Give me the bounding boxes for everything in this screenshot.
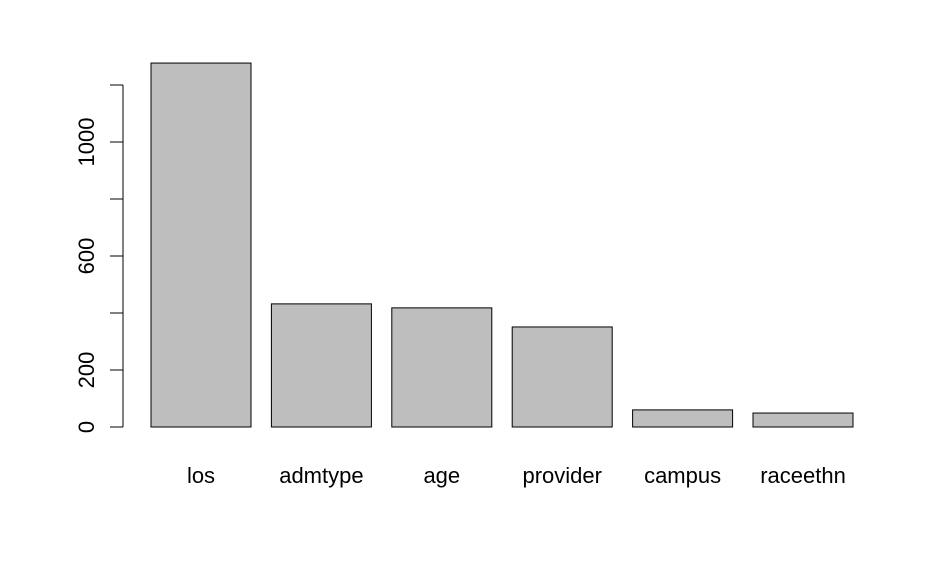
y-tick-label: 600 <box>74 238 99 275</box>
bar <box>632 409 734 428</box>
x-tick-label: raceethn <box>760 463 846 488</box>
y-tick-label: 1000 <box>74 118 99 167</box>
y-tick-label: 200 <box>74 352 99 389</box>
bar <box>511 326 613 428</box>
x-tick-label: age <box>423 463 460 488</box>
bar <box>391 307 493 428</box>
bar <box>150 62 252 428</box>
y-tick-label: 0 <box>74 421 99 433</box>
x-tick-label: provider <box>522 463 601 488</box>
bar <box>752 412 854 428</box>
x-tick-label: admtype <box>279 463 363 488</box>
x-tick-label: los <box>187 463 215 488</box>
bar <box>270 303 372 428</box>
x-tick-label: campus <box>644 463 721 488</box>
